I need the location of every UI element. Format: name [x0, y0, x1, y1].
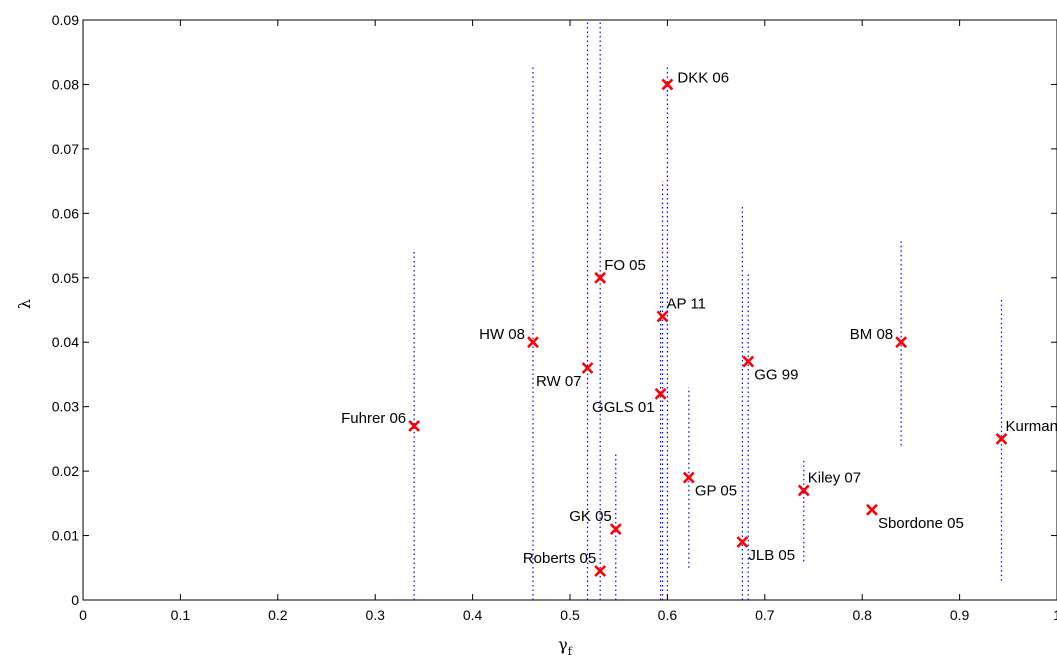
point-label: Sbordone 05 — [878, 515, 964, 532]
data-point-marker — [895, 336, 908, 349]
x-tick-label: 0.2 — [268, 607, 288, 623]
point-label: GP 05 — [695, 483, 737, 500]
point-label: FO 05 — [604, 257, 646, 274]
data-point-marker — [408, 420, 421, 432]
y-tick-label: 0.02 — [52, 463, 79, 479]
point-label: JLB 05 — [748, 547, 795, 564]
y-tick-label: 0.04 — [52, 334, 79, 350]
data-point-marker — [797, 484, 810, 497]
point-label: GGLS 01 — [592, 399, 655, 416]
x-tick-label: 0.6 — [658, 607, 678, 623]
plot-area — [82, 19, 1057, 601]
data-point-marker — [656, 310, 669, 323]
y-tick-label: 0.03 — [52, 399, 79, 415]
marker-stroke — [656, 310, 669, 323]
data-point-marker — [594, 271, 607, 284]
marker-stroke — [527, 336, 539, 349]
point-label: Roberts 05 — [523, 550, 596, 567]
data-point-marker — [682, 471, 695, 484]
marker-stroke — [594, 565, 607, 577]
data-point-marker — [594, 565, 607, 577]
x-tick-label: 0 — [79, 607, 87, 623]
marker-stroke — [797, 484, 810, 497]
point-label: AP 11 — [667, 295, 706, 312]
y-tick-label: 0.01 — [52, 528, 79, 544]
point-label: BM 08 — [850, 326, 893, 343]
point-label: GG 99 — [754, 367, 798, 384]
x-tick-label: 0.8 — [852, 607, 872, 623]
y-tick-label: 0.06 — [52, 205, 79, 221]
x-tick-label: 0.9 — [950, 607, 970, 623]
marker-stroke — [594, 271, 607, 284]
marker-stroke — [895, 336, 908, 349]
marker-stroke — [995, 432, 1008, 445]
marker-stroke — [408, 420, 421, 432]
axes: 0 0.1 0.2 0.3 0.4 0.5 0.6 0.7 0.8 0.9 1 0 0.01 0.02 0.… — [52, 12, 1057, 623]
y-tick-label: 0.09 — [52, 12, 79, 28]
data-point-marker — [736, 536, 749, 548]
data-point-marker — [609, 523, 622, 536]
point-label: Kurmann 07 — [1005, 418, 1057, 435]
x-tick-label: 0.3 — [365, 607, 385, 623]
y-tick-label: 0.08 — [52, 76, 79, 92]
data-point-marker — [527, 336, 539, 349]
point-label: Kiley 07 — [808, 469, 861, 486]
y-tick-label: 0.05 — [52, 270, 79, 286]
x-tick-label: 0.7 — [755, 607, 775, 623]
x-tick-label: 0.4 — [463, 607, 483, 623]
data-point-marker — [581, 362, 594, 374]
y-tick-label: 0.07 — [52, 141, 79, 157]
data-point-marker — [742, 355, 755, 368]
x-tick-label: 0.1 — [171, 607, 191, 623]
point-label: Fuhrer 06 — [341, 410, 406, 427]
data-point-marker — [654, 387, 667, 400]
x-tick-label: 0.5 — [560, 607, 580, 623]
point-label: RW 07 — [536, 373, 582, 390]
marker-stroke — [682, 471, 695, 484]
marker-stroke — [654, 387, 667, 400]
y-axis-title: λ — [15, 299, 34, 309]
x-tick-label: 1 — [1053, 607, 1057, 623]
x-axis-title-subscript: f — [568, 645, 573, 658]
marker-stroke — [609, 523, 622, 536]
point-labels: DKK 06 FO 05 AP 11 HW 08 RW 07 GGLS 01 GG 99 BM… — [341, 69, 1057, 567]
data-point-marker — [995, 432, 1008, 445]
marker-stroke — [581, 362, 594, 374]
marker-stroke — [866, 503, 878, 516]
marker-stroke — [661, 78, 674, 91]
point-label: HW 08 — [479, 326, 525, 343]
marker-stroke — [736, 536, 749, 548]
point-label: GK 05 — [569, 508, 612, 525]
data-markers — [408, 78, 1008, 577]
x-axis-title: γf — [558, 635, 573, 658]
data-point-marker — [866, 503, 878, 516]
x-axis-title-main: γ — [558, 635, 568, 654]
marker-stroke — [742, 355, 755, 368]
data-point-marker — [661, 78, 674, 91]
point-label: DKK 06 — [677, 69, 729, 86]
y-tick-label: 0 — [71, 592, 79, 608]
